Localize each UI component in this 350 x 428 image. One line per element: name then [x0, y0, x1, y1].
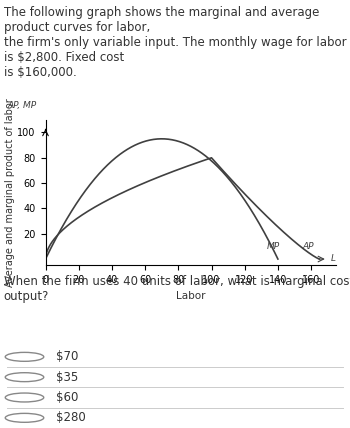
Text: MP: MP: [266, 242, 280, 251]
Text: AP: AP: [302, 242, 314, 251]
Text: $35: $35: [56, 371, 78, 383]
Text: The following graph shows the marginal and average product curves for labor,
the: The following graph shows the marginal a…: [4, 6, 346, 79]
Text: AP, MP: AP, MP: [8, 101, 37, 110]
Y-axis label: Average and marginal product of labor: Average and marginal product of labor: [5, 98, 15, 287]
Text: $60: $60: [56, 391, 78, 404]
Text: When the firm uses 40 units of labor, what is marginal cost at this level of
out: When the firm uses 40 units of labor, wh…: [4, 276, 350, 303]
Text: L: L: [331, 254, 336, 263]
Text: $70: $70: [56, 351, 78, 363]
Text: $280: $280: [56, 411, 86, 424]
X-axis label: Labor: Labor: [176, 291, 205, 300]
